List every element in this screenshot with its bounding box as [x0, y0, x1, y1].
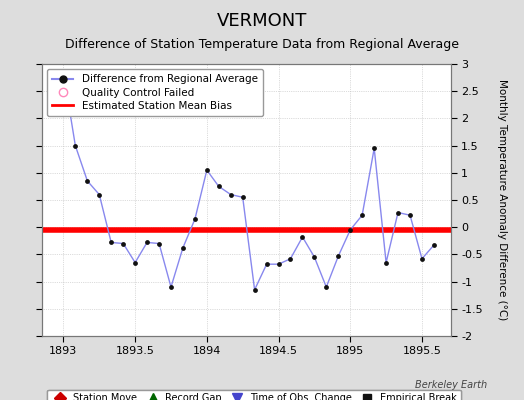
Point [370, 145, 378, 152]
Point [322, 284, 331, 290]
Point [394, 209, 402, 216]
Point [226, 191, 235, 198]
Point [418, 256, 426, 262]
Point [83, 178, 92, 184]
Point [346, 227, 354, 233]
Text: Difference of Station Temperature Data from Regional Average: Difference of Station Temperature Data f… [65, 38, 459, 51]
Point [286, 256, 294, 262]
Point [406, 212, 414, 218]
Point [191, 216, 199, 222]
Point [59, 69, 68, 75]
Point [298, 234, 307, 240]
Point [71, 142, 80, 149]
Point [179, 245, 187, 251]
Point [275, 261, 283, 267]
Point [107, 239, 115, 246]
Point [334, 253, 343, 259]
Legend: Station Move, Record Gap, Time of Obs. Change, Empirical Break: Station Move, Record Gap, Time of Obs. C… [47, 390, 461, 400]
Point [310, 254, 319, 260]
Point [119, 240, 127, 247]
Point [263, 261, 271, 267]
Point [167, 284, 175, 290]
Point [238, 194, 247, 200]
Y-axis label: Monthly Temperature Anomaly Difference (°C): Monthly Temperature Anomaly Difference (… [497, 79, 507, 321]
Point [430, 242, 438, 248]
Point [155, 240, 163, 247]
Point [131, 259, 139, 266]
Point [358, 212, 366, 218]
Point [143, 239, 151, 246]
Point [382, 259, 390, 266]
Point [250, 286, 259, 293]
Text: Berkeley Earth: Berkeley Earth [415, 380, 487, 390]
Point [203, 167, 211, 173]
Text: VERMONT: VERMONT [217, 12, 307, 30]
Point [95, 191, 103, 198]
Point [214, 183, 223, 190]
